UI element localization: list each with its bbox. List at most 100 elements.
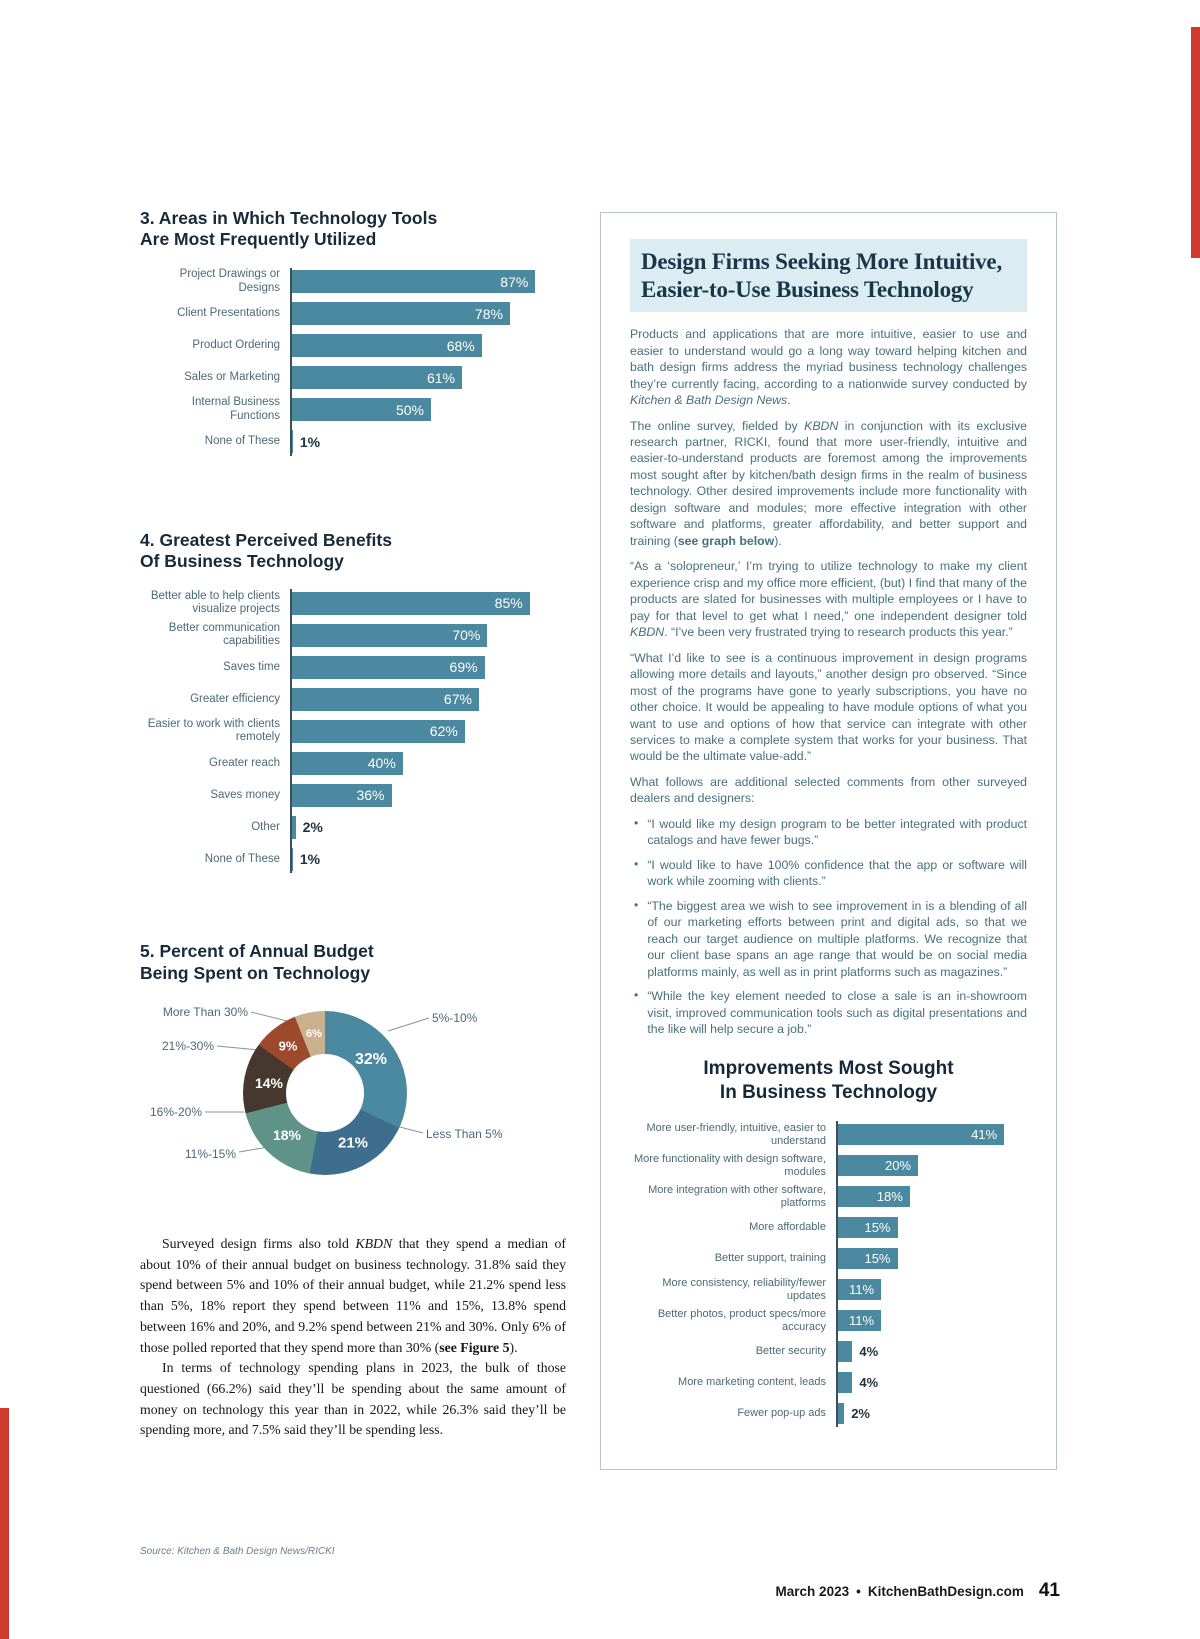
budget-chart-title: 5. Percent of Annual Budget Being Spent … [140,941,566,984]
article-title-line: Easier-to-Use Business Technology [641,276,974,302]
donut-value-label: 6% [306,1028,322,1041]
bullet-text: “The biggest area we wish to see improve… [647,898,1027,979]
donut-value-label: 32% [354,1051,388,1069]
page-footer: March 2023 • KitchenBathDesign.com 41 [776,1580,1060,1602]
bar [836,1372,853,1394]
bar: 78% [290,302,510,326]
bar-track: 1% [290,847,566,871]
bar: 20% [836,1155,918,1177]
bullet-marker: • [634,897,639,912]
article-title-line: Design Firms Seeking More Intuitive, [641,249,1002,274]
bar-row: Better able to help clients visualize pr… [140,587,566,619]
donut-category-label: 16%-20% [149,1105,202,1120]
bar-row: Other 2% [140,811,566,843]
article-box: Design Firms Seeking More Intuitive, Eas… [600,212,1057,1470]
footer-site: KitchenBathDesign.com [867,1584,1024,1599]
bar-track: 4% [836,1341,1027,1363]
bar-track: 50% [290,398,566,422]
bar: 70% [290,623,488,647]
bar-track: 87% [290,270,566,294]
bar-value-label: 18% [876,1189,903,1205]
bar-value-label: 85% [494,595,523,612]
body-paragraph: Surveyed design firms also told KBDN tha… [140,1236,567,1355]
bar-value-label: 69% [449,659,478,676]
bar-value-label: 40% [367,755,396,772]
body-paragraph: In terms of technology spending plans in… [140,1360,566,1438]
bar-row: Better support, training 15% [630,1243,1027,1274]
bar-track: 1% [290,430,566,454]
bar-row: Greater reach 40% [140,747,566,779]
donut-hole [286,1054,364,1133]
bullet-text: “While the key element needed to close a… [647,989,1027,1036]
bullet-marker: • [634,815,639,830]
donut-value-label: 21% [337,1134,369,1152]
bar-track: 78% [290,302,566,326]
bar-track: 36% [290,783,566,807]
bar-row: Project Drawings or Designs 87% [140,266,566,298]
bar-track: 11% [836,1279,1027,1301]
donut-ring: 32% 21% 18% 14% 9% 6% [243,1011,407,1176]
bar-value-label: 1% [299,433,321,450]
bar-category-label: Internal Business Functions [191,396,280,422]
bar-category-label: Better support, training [714,1252,826,1265]
bar-category-label: Greater reach [209,756,280,769]
article-paragraph: “As a ‘solopreneur,’ I’m trying to utili… [630,559,1027,640]
bar-row: Better communication capabilities 70% [140,619,566,651]
bar-value-label: 36% [356,787,385,804]
bar-track: 85% [290,591,566,615]
bar-category-label: Client Presentations [177,306,280,319]
donut-value-label: 14% [254,1075,284,1092]
bar-category-label: None of These [204,434,280,447]
chart-title-line: Are Most Frequently Utilized [140,229,377,250]
bar-track: 20% [836,1155,1027,1177]
bar-category-label: Saves time [223,660,280,673]
chart-title-line: In Business Technology [719,1082,938,1104]
page-edge-accent-bottom [0,1408,9,1639]
chart-title-line: 3. Areas in Which Technology Tools [140,208,438,228]
bar-category-label: More marketing content, leads [678,1376,826,1389]
bar-category-label: Better communication capabilities [168,621,280,648]
bar-row: Better photos, product specs/more accura… [630,1305,1027,1336]
bar-track: 61% [290,366,566,390]
bullet-text: “I would like my design program to be be… [647,816,1027,848]
bar: 62% [290,719,465,743]
bar-category-label: Project Drawings or Designs [179,268,280,294]
article-paragraph: Products and applications that are more … [630,327,1027,408]
donut-category-label: More Than 30% [162,1005,248,1020]
bar-value-label: 15% [864,1220,891,1236]
article-bullet: • “The biggest area we wish to see impro… [634,898,1027,980]
benefits-chart-title: 4. Greatest Perceived Benefits Of Busine… [140,530,566,573]
chart-title-line: Being Spent on Technology [140,962,371,983]
bar: 87% [290,270,536,294]
bar-row: Easier to work with clients remotely 62% [140,715,566,747]
bar-row: Better security 4% [630,1336,1027,1367]
bar [836,1403,845,1425]
bar-track: 62% [290,719,566,743]
bar-value-label: 78% [474,305,503,322]
bar-value-label: 4% [859,1344,879,1360]
left-column: 3. Areas in Which Technology Tools Are M… [140,208,566,1441]
bar-row: Greater efficiency 67% [140,683,566,715]
bar-category-label: More consistency, reliability/fewer upda… [662,1276,826,1302]
bar-category-label: Sales or Marketing [184,370,280,383]
bar: 50% [290,398,431,422]
bar-category-label: None of These [204,852,280,865]
bar-category-label: Saves money [210,788,280,801]
source-note: Source: Kitchen & Bath Design News/RICKI [140,1546,335,1557]
article-paragraph: “What I’d like to see is a continuous im… [630,650,1027,764]
bar-category-label: Product Ordering [192,338,280,351]
bar: 68% [290,334,482,358]
bar-track: 15% [836,1217,1027,1239]
bar-track: 18% [836,1186,1027,1208]
donut-value-label: 18% [272,1127,302,1144]
chart-title-line: 5. Percent of Annual Budget [140,941,374,962]
donut-category-label: 21%-30% [161,1039,214,1054]
bar-value-label: 11% [849,1282,875,1298]
bar-row: Client Presentations 78% [140,298,566,330]
bar [836,1341,853,1363]
bar: 36% [290,783,392,807]
bar-track: 69% [290,655,566,679]
bar-value-label: 20% [884,1158,911,1174]
bar: 85% [290,591,530,615]
